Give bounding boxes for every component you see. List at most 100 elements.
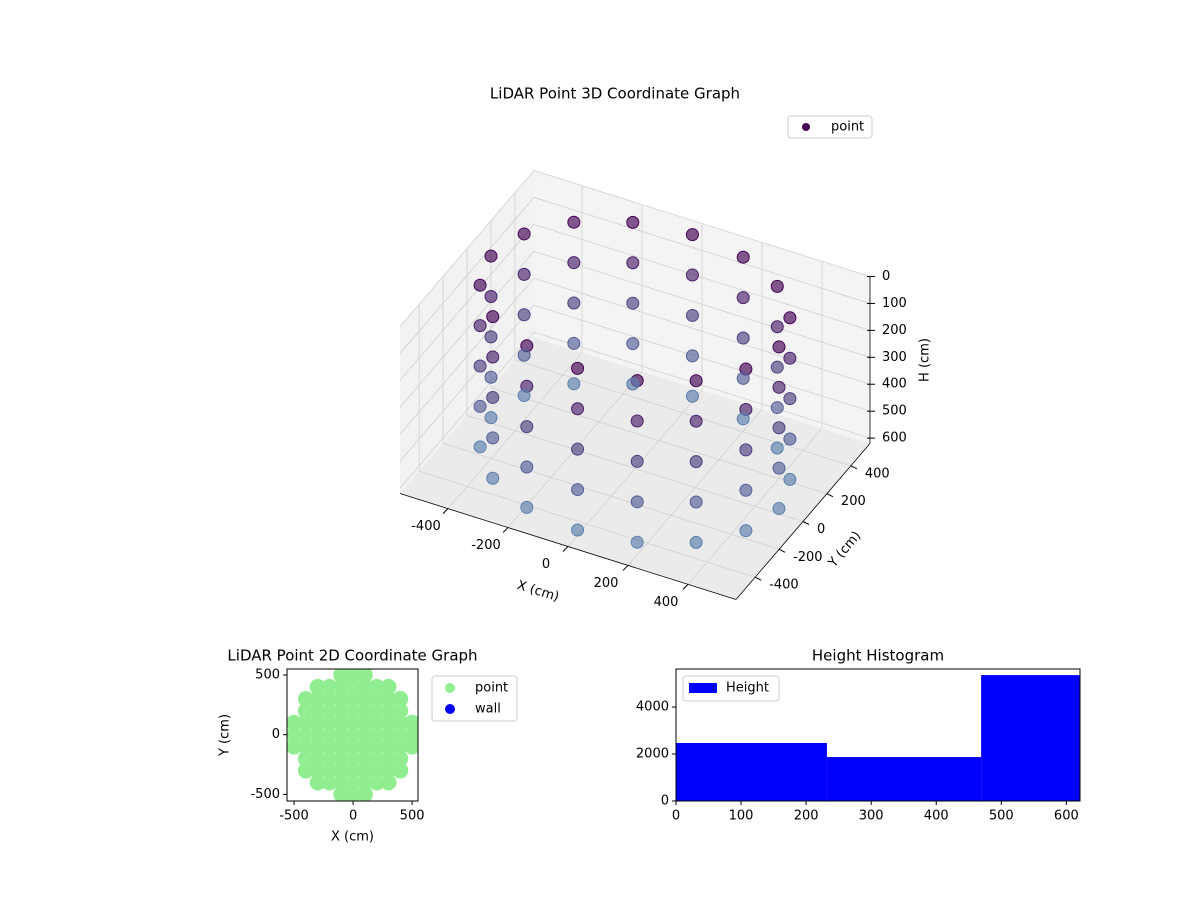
point bbox=[404, 738, 418, 755]
grid-line bbox=[533, 331, 871, 439]
y-axis-label: Y (cm) bbox=[218, 714, 233, 757]
point bbox=[333, 762, 350, 779]
grid-line bbox=[533, 304, 871, 412]
grid-line bbox=[399, 331, 535, 489]
z-tick-label: 600 bbox=[882, 431, 907, 446]
point bbox=[571, 361, 585, 375]
y-tick-label: 0 bbox=[661, 794, 669, 809]
point bbox=[571, 442, 585, 456]
y-tick-label: 0 bbox=[817, 522, 825, 537]
z-tick-label: 300 bbox=[882, 350, 907, 365]
point bbox=[321, 714, 338, 731]
point bbox=[321, 726, 338, 743]
point bbox=[380, 714, 397, 731]
point bbox=[368, 690, 385, 707]
bar bbox=[676, 742, 827, 801]
legend-marker bbox=[689, 683, 717, 693]
point bbox=[736, 250, 750, 264]
legend-label: point bbox=[831, 120, 864, 135]
point bbox=[626, 296, 640, 310]
point bbox=[783, 472, 797, 486]
point bbox=[685, 349, 699, 363]
point bbox=[321, 678, 338, 695]
x-tick bbox=[562, 546, 569, 552]
point bbox=[345, 690, 362, 707]
grid-line bbox=[533, 250, 871, 358]
point bbox=[333, 690, 350, 707]
point bbox=[345, 678, 362, 695]
point bbox=[380, 690, 397, 707]
point bbox=[484, 249, 498, 263]
point bbox=[356, 762, 373, 779]
point bbox=[571, 402, 585, 416]
point bbox=[321, 738, 338, 755]
point bbox=[356, 750, 373, 767]
point bbox=[772, 502, 786, 516]
point bbox=[380, 762, 397, 779]
point bbox=[473, 440, 487, 454]
z-tick-label: 200 bbox=[882, 323, 907, 338]
point bbox=[392, 738, 409, 755]
z-tick-label: 400 bbox=[882, 377, 907, 392]
point bbox=[392, 714, 409, 731]
point bbox=[345, 786, 362, 801]
point bbox=[309, 738, 326, 755]
x-tick-label: 300 bbox=[859, 809, 884, 824]
point bbox=[345, 762, 362, 779]
point bbox=[380, 750, 397, 767]
x-tick bbox=[682, 584, 689, 590]
point bbox=[297, 762, 314, 779]
point bbox=[520, 460, 534, 474]
point bbox=[368, 678, 385, 695]
point bbox=[321, 702, 338, 719]
y-axis-label: Y (cm) bbox=[825, 529, 864, 572]
point bbox=[356, 714, 373, 731]
point bbox=[287, 726, 303, 743]
point bbox=[626, 377, 640, 391]
point bbox=[309, 762, 326, 779]
y-tick-label: 2000 bbox=[636, 747, 669, 762]
point bbox=[345, 726, 362, 743]
point bbox=[356, 774, 373, 791]
point bbox=[380, 726, 397, 743]
point bbox=[356, 669, 373, 683]
point bbox=[333, 738, 350, 755]
point bbox=[368, 726, 385, 743]
point bbox=[736, 412, 750, 426]
z-tick-label: 0 bbox=[882, 269, 890, 284]
grid-line bbox=[399, 277, 535, 435]
legend-box bbox=[682, 675, 780, 702]
point bbox=[368, 762, 385, 779]
point bbox=[567, 336, 581, 350]
point bbox=[689, 455, 703, 469]
y-tick-label: 500 bbox=[255, 667, 280, 682]
point bbox=[321, 690, 338, 707]
point bbox=[783, 311, 797, 325]
point bbox=[368, 714, 385, 731]
point bbox=[685, 268, 699, 282]
point bbox=[356, 738, 373, 755]
point bbox=[368, 738, 385, 755]
point bbox=[630, 495, 644, 509]
x-axis-line bbox=[399, 493, 737, 600]
point bbox=[517, 308, 531, 322]
grid-line bbox=[419, 470, 756, 578]
point bbox=[685, 228, 699, 242]
point bbox=[356, 678, 373, 695]
point bbox=[392, 750, 409, 767]
point bbox=[486, 431, 500, 445]
point bbox=[368, 774, 385, 791]
z-tick-label: 500 bbox=[882, 404, 907, 419]
point bbox=[630, 454, 644, 468]
axes-frame bbox=[675, 668, 1081, 802]
point bbox=[309, 702, 326, 719]
point bbox=[486, 471, 500, 485]
grid-line bbox=[490, 387, 828, 495]
point bbox=[772, 380, 786, 394]
point bbox=[333, 678, 350, 695]
legend-box bbox=[787, 115, 873, 139]
point bbox=[736, 331, 750, 345]
x-tick-label: 500 bbox=[989, 809, 1014, 824]
point bbox=[770, 279, 784, 293]
